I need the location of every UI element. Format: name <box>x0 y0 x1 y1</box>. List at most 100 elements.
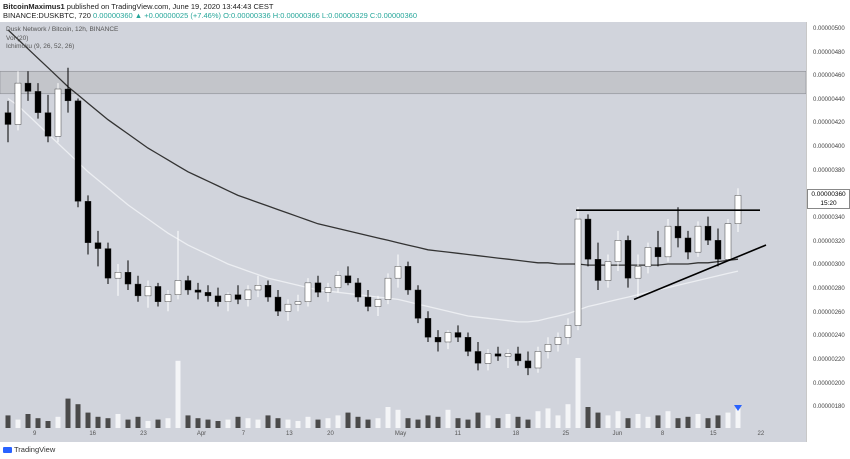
symbol-label: BINANCE:DUSKBTC, 720 <box>3 11 91 20</box>
current-price-label: 0.00000360 15:20 <box>807 189 850 209</box>
candle-body <box>284 303 292 312</box>
candle-body <box>384 277 392 300</box>
volume-marker-icon <box>734 405 742 411</box>
candle-body <box>24 82 32 92</box>
volume-bar <box>455 418 461 428</box>
volume-bar <box>225 419 231 428</box>
volume-bar <box>605 415 611 428</box>
header-bar: BitcoinMaximus1 published on TradingView… <box>0 0 850 22</box>
volume-bar <box>665 411 671 428</box>
published-text: published on TradingView.com, June 19, 2… <box>66 2 274 11</box>
volume-bar <box>545 408 551 428</box>
candle-body <box>674 225 682 239</box>
volume-bar <box>365 419 371 428</box>
time-tick-label: May <box>394 431 407 437</box>
volume-bar <box>685 416 691 428</box>
candle-body <box>714 240 722 260</box>
candle-body <box>54 88 62 137</box>
volume-bar <box>45 421 51 428</box>
price-chart <box>0 29 806 428</box>
volume-bar <box>615 411 621 428</box>
volume-bar <box>195 418 201 428</box>
volume-bar <box>295 421 301 428</box>
time-tick-label: 16 <box>89 431 97 437</box>
candle-body <box>214 295 222 302</box>
candle-body <box>34 91 42 113</box>
volume-bar <box>315 419 321 428</box>
candle-body <box>374 299 382 307</box>
tradingview-brand[interactable]: TradingView <box>14 445 56 454</box>
volume-bar <box>715 415 721 428</box>
time-axis[interactable]: 9 16 23 Apr 7 13 20 May 11 18 25 Jun 8 15 22 <box>0 428 806 442</box>
candle-body <box>424 318 432 338</box>
price-axis[interactable]: 0.00000500 0.00000480 0.00000460 0.00000440… <box>806 22 850 442</box>
candle-body <box>104 248 112 279</box>
price-tick-label: 0.00000380 <box>813 167 845 174</box>
volume-bar <box>725 412 731 428</box>
volume-bar <box>55 416 61 428</box>
volume-bar <box>705 418 711 428</box>
candle-body <box>704 225 712 241</box>
candle-body <box>594 259 602 281</box>
candle-body <box>44 112 52 137</box>
time-tick-label: 8 <box>660 431 665 437</box>
candle-body <box>654 247 662 258</box>
candle-body <box>474 351 482 364</box>
volume-bar <box>135 416 141 428</box>
volume-bar <box>485 415 491 428</box>
candle-body <box>694 225 702 253</box>
price-tick-label: 0.00000400 <box>813 144 845 151</box>
volume-bar <box>235 416 241 428</box>
volume-bar <box>175 360 181 428</box>
candle-body <box>134 283 142 297</box>
candle-body <box>334 275 342 288</box>
volume-bar <box>355 416 361 428</box>
author-name[interactable]: BitcoinMaximus1 <box>3 2 65 11</box>
candle-body <box>434 337 442 343</box>
volume-bar <box>105 418 111 428</box>
volume-bar <box>75 404 81 428</box>
time-tick-label: 11 <box>454 431 461 437</box>
price-tick-label: 0.00000480 <box>813 49 845 56</box>
chart-plot-area[interactable]: Dusk Network / Bitcoin, 12h, BINANCE Vol… <box>0 22 806 442</box>
price-tick-label: 0.00000440 <box>813 96 845 103</box>
volume-bar <box>415 419 421 428</box>
candle-body <box>644 247 652 267</box>
time-tick-label: 22 <box>757 431 765 437</box>
time-tick-label: 18 <box>512 431 520 437</box>
legend-volume: Vol (20) <box>6 34 29 42</box>
price-tick-label: 0.00000180 <box>813 404 845 411</box>
volume-bar <box>525 419 531 428</box>
volume-bar <box>575 358 581 428</box>
volume-bar <box>5 415 11 428</box>
volume-bar <box>405 418 411 428</box>
volume-bar <box>85 412 91 428</box>
candle-body <box>684 237 692 253</box>
volume-bar <box>305 416 311 428</box>
volume-bar <box>735 408 741 428</box>
tradingview-logo-icon <box>3 447 12 453</box>
candle-body <box>574 218 582 326</box>
volume-bar <box>15 419 21 428</box>
candle-body <box>564 325 572 338</box>
candle-body <box>494 353 502 357</box>
candle-body <box>194 289 202 293</box>
volume-bar <box>245 418 251 428</box>
candle-body <box>254 285 262 291</box>
time-tick-label: 23 <box>140 431 147 437</box>
volume-bar <box>675 418 681 428</box>
candle-body <box>724 223 732 260</box>
candle-body <box>544 344 552 352</box>
candle-body <box>64 88 72 102</box>
candle-body <box>554 337 562 345</box>
candle-body <box>304 282 312 302</box>
candle-body <box>534 351 542 369</box>
ma-100-line <box>7 97 739 323</box>
countdown-timer: 15:20 <box>820 200 837 207</box>
candle-body <box>144 286 152 297</box>
price-tick-label: 0.00000500 <box>813 25 845 32</box>
candle-body <box>244 289 252 300</box>
candle-body <box>274 296 282 312</box>
candle-body <box>314 282 322 293</box>
volume-bar <box>325 418 331 428</box>
